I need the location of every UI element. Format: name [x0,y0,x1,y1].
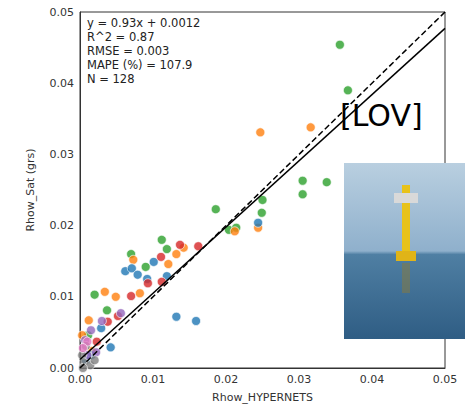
svg-text:[LOV]: [LOV] [340,98,423,133]
svg-text:0.03: 0.03 [287,373,312,386]
svg-text:y = 0.93x + 0.0012: y = 0.93x + 0.0012 [87,16,200,30]
svg-text:0.01: 0.01 [141,373,166,386]
svg-text:0.03: 0.03 [50,148,75,161]
svg-text:0.02: 0.02 [50,219,75,232]
svg-text:0.04: 0.04 [50,77,75,90]
svg-text:0.05: 0.05 [433,373,458,386]
svg-text:MAPE (%) = 107.9: MAPE (%) = 107.9 [87,58,192,72]
svg-text:R^2 = 0.87: R^2 = 0.87 [87,30,155,44]
svg-text:0.01: 0.01 [50,290,75,303]
svg-text:RMSE = 0.003: RMSE = 0.003 [87,44,169,58]
svg-text:0.05: 0.05 [50,6,75,19]
svg-text:N = 128: N = 128 [87,72,135,86]
svg-text:0.00: 0.00 [68,373,93,386]
svg-text:0.00: 0.00 [49,361,74,375]
svg-text:0.02: 0.02 [214,373,239,386]
svg-text:Rhow_HYPERNETS: Rhow_HYPERNETS [212,391,313,404]
svg-text:Rhow_Sat (grs): Rhow_Sat (grs) [24,148,37,231]
svg-text:0.04: 0.04 [360,373,385,386]
